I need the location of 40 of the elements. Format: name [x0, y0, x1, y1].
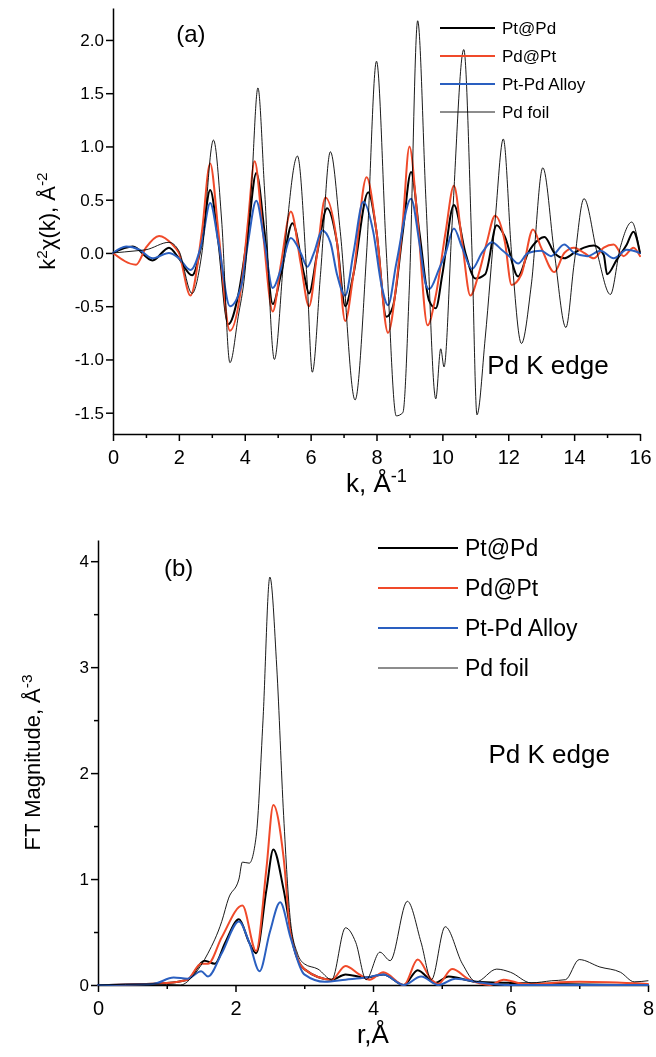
legend-label: Pd@Pt — [502, 46, 557, 66]
y-tick-label: 2 — [79, 764, 89, 784]
x-tick-label: 4 — [239, 446, 251, 468]
y-tick-label: 0.0 — [80, 243, 104, 263]
x-tick-label: 8 — [371, 446, 383, 468]
legend-label: Pt@Pd — [502, 18, 557, 38]
annotation: Pd K edge — [487, 350, 609, 381]
y-tick-label: 1.0 — [80, 137, 104, 157]
legend-label: Pd foil — [502, 102, 550, 122]
y-tick-label: 0.5 — [80, 190, 104, 210]
legend-label: Pd foil — [465, 655, 529, 682]
y-tick-label: 1.5 — [80, 84, 104, 104]
y-tick-label: -1.0 — [74, 350, 104, 370]
x-tick-label: 8 — [642, 997, 655, 1019]
y-tick-label: 2.0 — [80, 30, 104, 50]
y-tick-label: -0.5 — [74, 297, 104, 317]
x-tick-label: 10 — [431, 446, 454, 468]
x-tick-label: 16 — [629, 446, 652, 468]
x-tick-label: 4 — [367, 997, 380, 1019]
x-tick-label: 6 — [305, 446, 317, 468]
x-tick-label: 0 — [107, 446, 120, 468]
y-tick-label: 3 — [79, 658, 89, 678]
x-tick-label: 2 — [230, 997, 242, 1019]
x-tick-label: 14 — [563, 446, 586, 468]
y-tick-label: 1 — [79, 869, 89, 889]
legend-label: Pt-Pd Alloy — [502, 74, 586, 94]
x-axis-title: r,Å — [357, 1019, 390, 1049]
annotation: (a) — [176, 20, 206, 48]
y-tick-label: 4 — [79, 552, 89, 572]
x-tick-label: 2 — [173, 446, 185, 468]
legend-label: Pd@Pt — [465, 575, 539, 602]
x-axis-title: k, Å$^{-1}$ — [346, 466, 407, 498]
x-tick-label: 6 — [505, 997, 517, 1019]
x-tick-label: 12 — [497, 446, 520, 468]
y-tick-label: 0 — [79, 975, 89, 995]
y-tick-label: -1.5 — [74, 403, 104, 423]
legend-label: Pt-Pd Alloy — [465, 615, 578, 642]
annotation: Pd K edge — [488, 738, 610, 769]
annotation: (b) — [164, 553, 194, 581]
legend-label: Pt@Pd — [465, 535, 539, 562]
